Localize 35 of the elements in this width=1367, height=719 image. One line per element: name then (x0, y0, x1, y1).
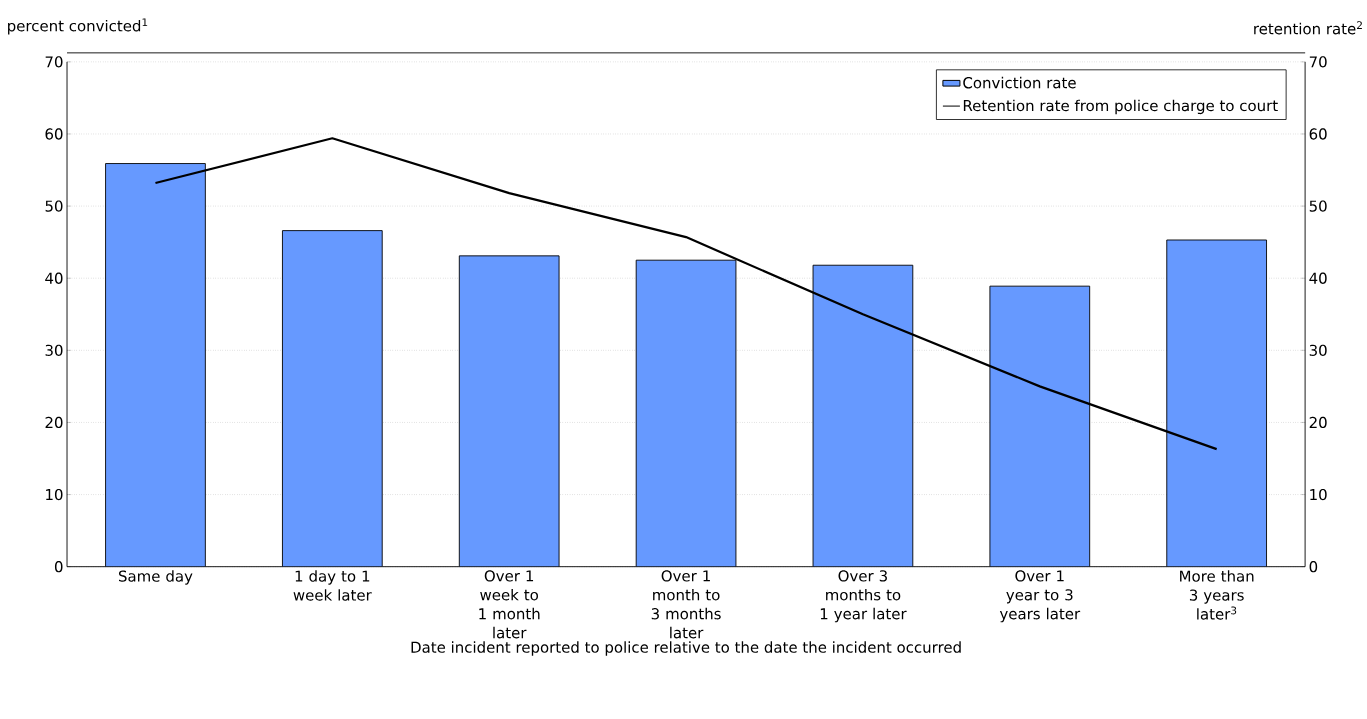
y-tick-label: 70 (45, 56, 63, 68)
y2-axis-title: retention rate$^{2}$ (1254, 21, 1362, 35)
x-tick-label: Over 1 week to 1 month later (479, 570, 540, 639)
x-tick-label: 1 day to 1 week later (293, 570, 372, 601)
y2-tick-label: 30 (1309, 344, 1327, 356)
y2-tick-label: 0 (1309, 560, 1318, 573)
bar (636, 260, 736, 567)
y2-tick-label: 10 (1310, 488, 1327, 501)
bar (105, 163, 206, 567)
x-tick-label: More than 3 years later$^{3}$ (1180, 570, 1254, 620)
bar (813, 265, 913, 567)
y-tick-label: 20 (45, 416, 63, 428)
x-axis-title: Date incident reported to police relative to the date the incident occurred (411, 641, 961, 656)
y-tick-label: 0 (54, 560, 63, 573)
y2-tick-label: 50 (1309, 200, 1327, 212)
y2-tick-label: 60 (1309, 128, 1327, 140)
y-tick-label: 40 (45, 272, 63, 284)
y-tick-label: 50 (45, 200, 63, 212)
x-tick-label: Over 3 months to 1 year later (820, 570, 907, 623)
y-tick-label: 10 (46, 488, 63, 501)
x-tick-label: Same day (118, 570, 193, 585)
y-tick-label: 60 (45, 128, 63, 140)
y2-tick-label: 40 (1309, 272, 1327, 284)
y-tick-label: 30 (45, 344, 63, 356)
bar (1166, 239, 1267, 567)
y2-tick-label: 20 (1309, 416, 1327, 428)
legend-label: Retention rate from police charge to court (963, 99, 1278, 114)
bar (282, 230, 383, 567)
legend-label: Conviction rate (963, 76, 1076, 89)
x-tick-label: Over 1 year to 3 years later (999, 570, 1081, 623)
y-axis-title: percent convicted$^{1}$ (8, 18, 148, 35)
bar (989, 285, 1090, 567)
x-tick-label: Over 1 month to 3 months later (651, 570, 721, 639)
y2-tick-label: 70 (1309, 56, 1327, 68)
bar (459, 255, 560, 567)
